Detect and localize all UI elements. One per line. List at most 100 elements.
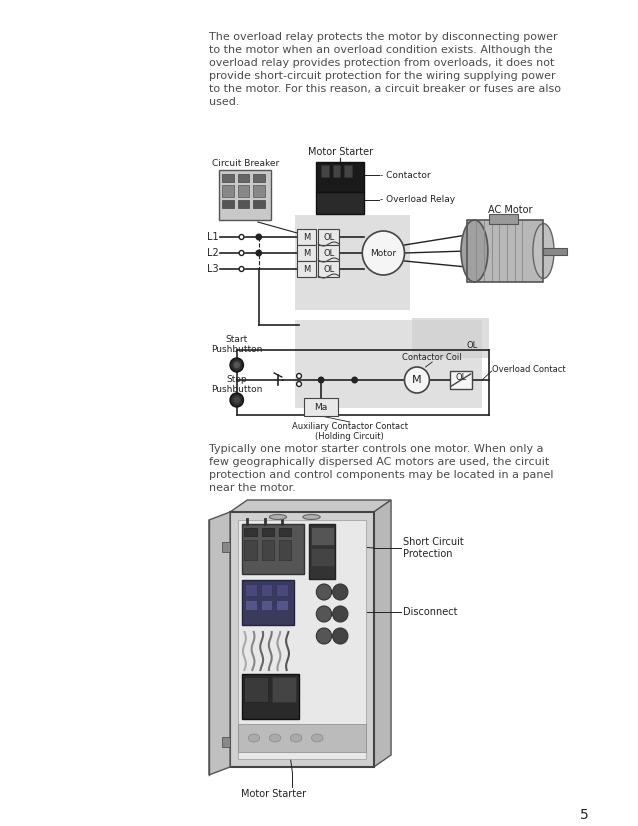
Text: Short Circuit: Short Circuit bbox=[403, 537, 463, 547]
Bar bbox=[253, 174, 265, 182]
Circle shape bbox=[256, 235, 262, 240]
Text: L1: L1 bbox=[207, 232, 219, 242]
Circle shape bbox=[318, 377, 323, 382]
Bar bbox=[332, 165, 340, 177]
Circle shape bbox=[332, 628, 348, 644]
Text: L2: L2 bbox=[207, 248, 219, 258]
Bar bbox=[276, 584, 288, 596]
Bar bbox=[253, 185, 265, 197]
Bar bbox=[544, 248, 567, 255]
Bar bbox=[279, 540, 292, 560]
Circle shape bbox=[316, 628, 332, 644]
Bar bbox=[489, 214, 517, 224]
Circle shape bbox=[332, 584, 348, 600]
Bar bbox=[297, 229, 316, 245]
Ellipse shape bbox=[269, 515, 286, 520]
Ellipse shape bbox=[248, 734, 260, 742]
Bar bbox=[223, 542, 230, 552]
Ellipse shape bbox=[311, 734, 323, 742]
Bar bbox=[261, 584, 272, 596]
Text: Start
Pushbutton: Start Pushbutton bbox=[211, 335, 262, 354]
Bar bbox=[242, 580, 294, 625]
Text: Circuit Breaker: Circuit Breaker bbox=[212, 159, 279, 168]
Bar bbox=[246, 600, 257, 610]
Circle shape bbox=[352, 377, 357, 382]
Circle shape bbox=[297, 382, 301, 387]
Bar bbox=[238, 185, 249, 197]
Text: provide short-circuit protection for the wiring supplying power: provide short-circuit protection for the… bbox=[209, 71, 556, 81]
Ellipse shape bbox=[461, 220, 488, 282]
Bar bbox=[450, 371, 471, 389]
Text: Protection: Protection bbox=[403, 549, 452, 559]
Text: M: M bbox=[412, 375, 422, 385]
Text: M: M bbox=[303, 264, 310, 273]
Ellipse shape bbox=[303, 515, 320, 520]
Text: to the motor. For this reason, a circuit breaker or fuses are also: to the motor. For this reason, a circuit… bbox=[209, 84, 561, 94]
Circle shape bbox=[230, 358, 244, 372]
Bar bbox=[242, 674, 299, 719]
Bar bbox=[272, 677, 296, 702]
Circle shape bbox=[256, 250, 262, 256]
Text: OL: OL bbox=[323, 264, 334, 273]
Bar bbox=[311, 548, 334, 566]
Bar bbox=[276, 600, 288, 610]
Text: Motor Starter: Motor Starter bbox=[241, 789, 306, 799]
Text: The overload relay protects the motor by disconnecting power: The overload relay protects the motor by… bbox=[209, 32, 558, 42]
Text: Auxiliary Contactor Contact
(Holding Circuit): Auxiliary Contactor Contact (Holding Cir… bbox=[292, 422, 408, 441]
Circle shape bbox=[239, 267, 244, 272]
Polygon shape bbox=[230, 500, 391, 512]
Circle shape bbox=[332, 606, 348, 622]
Bar bbox=[244, 528, 257, 536]
Bar bbox=[467, 220, 544, 282]
Bar bbox=[316, 192, 364, 214]
Text: Stop
Pushbutton: Stop Pushbutton bbox=[211, 375, 262, 394]
Bar bbox=[223, 174, 234, 182]
Ellipse shape bbox=[533, 224, 554, 278]
Text: overload relay provides protection from overloads, it does not: overload relay provides protection from … bbox=[209, 58, 554, 68]
Bar bbox=[262, 528, 274, 536]
Bar bbox=[230, 512, 374, 767]
Bar bbox=[467, 220, 544, 282]
Bar bbox=[297, 261, 316, 277]
Text: - Contactor: - Contactor bbox=[380, 170, 430, 179]
Bar bbox=[238, 724, 366, 752]
Bar bbox=[412, 318, 489, 358]
Text: OL: OL bbox=[467, 340, 478, 349]
Bar bbox=[253, 200, 265, 208]
Text: M: M bbox=[303, 232, 310, 241]
Circle shape bbox=[316, 606, 332, 622]
Bar bbox=[219, 170, 271, 220]
Bar bbox=[246, 584, 257, 596]
Bar bbox=[321, 165, 329, 177]
Text: Ma: Ma bbox=[315, 402, 328, 411]
Polygon shape bbox=[374, 500, 391, 767]
Text: OL: OL bbox=[323, 232, 334, 241]
Circle shape bbox=[316, 584, 332, 600]
Circle shape bbox=[239, 235, 244, 240]
Bar bbox=[244, 540, 257, 560]
Circle shape bbox=[239, 250, 244, 255]
Text: Contactor Coil: Contactor Coil bbox=[403, 354, 462, 363]
Text: near the motor.: near the motor. bbox=[209, 483, 296, 493]
Text: used.: used. bbox=[209, 97, 239, 107]
Ellipse shape bbox=[269, 734, 281, 742]
Text: 5: 5 bbox=[581, 808, 589, 822]
Text: few geographically dispersed AC motors are used, the circuit: few geographically dispersed AC motors a… bbox=[209, 457, 549, 467]
Bar bbox=[238, 200, 249, 208]
Bar bbox=[238, 174, 249, 182]
Text: - Overload Relay: - Overload Relay bbox=[380, 196, 455, 205]
Bar bbox=[295, 320, 482, 408]
Text: protection and control components may be located in a panel: protection and control components may be… bbox=[209, 470, 553, 480]
Bar bbox=[242, 524, 304, 574]
Text: Typically one motor starter controls one motor. When only a: Typically one motor starter controls one… bbox=[209, 444, 544, 454]
Circle shape bbox=[230, 393, 244, 407]
Text: Overload Contact: Overload Contact bbox=[492, 365, 565, 374]
Bar bbox=[309, 524, 336, 579]
Polygon shape bbox=[209, 512, 230, 775]
Circle shape bbox=[233, 361, 241, 369]
Bar bbox=[344, 165, 352, 177]
Bar bbox=[295, 215, 410, 310]
Bar bbox=[279, 528, 292, 536]
Bar bbox=[316, 162, 364, 192]
Text: OL: OL bbox=[323, 249, 334, 258]
